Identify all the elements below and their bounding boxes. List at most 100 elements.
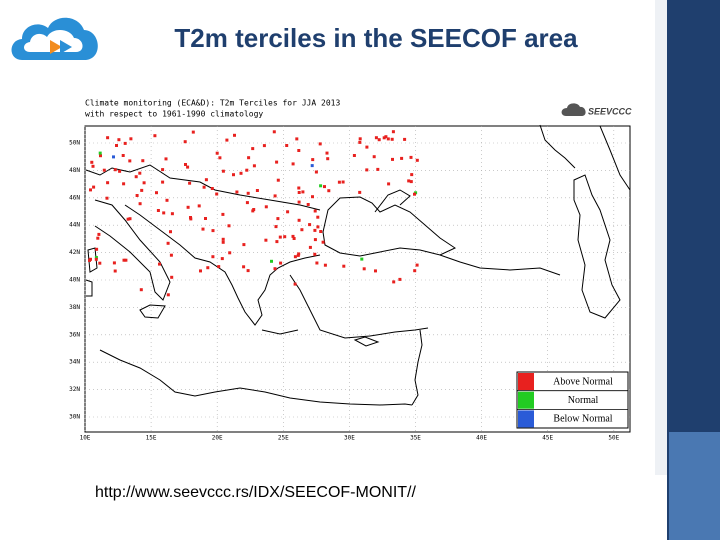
station-dot	[122, 182, 126, 186]
station-dot	[391, 130, 395, 134]
station-dot	[297, 186, 301, 190]
station-dot	[98, 151, 102, 155]
station-dot	[313, 238, 317, 242]
station-dot	[323, 263, 327, 267]
station-dot	[158, 262, 161, 266]
station-dot	[255, 189, 259, 192]
station-dot	[326, 157, 330, 161]
station-dot	[91, 164, 95, 168]
station-dot	[245, 168, 249, 172]
station-dot	[232, 173, 235, 177]
station-dot	[245, 201, 249, 205]
station-dot	[122, 258, 126, 262]
station-dot	[161, 180, 165, 184]
lon-label: 20E	[212, 435, 223, 442]
station-dot	[316, 215, 320, 219]
station-dot	[286, 210, 290, 214]
station-dot	[358, 190, 362, 194]
station-dot	[138, 202, 142, 206]
lon-label: 40E	[476, 435, 487, 442]
station-dot	[274, 225, 278, 229]
lon-label: 35E	[410, 435, 421, 442]
station-dot	[96, 236, 100, 240]
station-dot	[279, 261, 283, 265]
station-dot	[140, 188, 144, 192]
brand-logo: SEEVCCC	[561, 103, 632, 116]
brand: SEEVCCC	[588, 106, 632, 116]
station-dot	[92, 185, 96, 189]
station-dot	[365, 168, 369, 172]
station-dot	[392, 280, 396, 284]
station-dot	[297, 218, 301, 222]
station-dot	[316, 225, 320, 229]
lon-label: 50E	[608, 435, 619, 442]
station-dot	[301, 190, 305, 194]
station-dot	[112, 261, 116, 265]
station-dot	[415, 158, 419, 162]
station-dot	[409, 155, 413, 159]
station-dot	[162, 211, 166, 215]
station-dot	[89, 257, 92, 261]
station-dot	[197, 204, 201, 208]
station-dot	[283, 235, 287, 239]
station-dot	[183, 140, 187, 144]
station-dot	[128, 217, 132, 221]
map-subtitle: with respect to 1961-1990 climatology	[85, 110, 263, 119]
station-dot	[306, 203, 310, 206]
station-dot	[311, 158, 315, 162]
station-dot	[99, 154, 102, 158]
station-dot	[310, 164, 314, 168]
lat-label: 38N	[69, 304, 80, 311]
side-strip	[655, 0, 667, 475]
lon-label: 25E	[278, 435, 289, 442]
station-dot	[97, 232, 101, 236]
station-dot	[387, 182, 391, 186]
station-dot	[98, 261, 102, 265]
station-dot	[297, 191, 301, 194]
station-dot	[201, 227, 205, 231]
station-dot	[398, 277, 402, 281]
station-dot	[314, 170, 318, 174]
station-dot	[358, 140, 362, 144]
station-dot	[228, 251, 232, 255]
station-dot	[252, 164, 256, 168]
station-dot	[227, 224, 231, 228]
station-dot	[352, 154, 356, 157]
legend: Above Normal Normal Below Normal	[516, 371, 629, 429]
station-dot	[384, 135, 388, 139]
station-dot	[156, 209, 160, 212]
station-dot	[337, 180, 341, 184]
lon-label: 15E	[146, 435, 157, 442]
station-dot	[217, 265, 221, 269]
station-dot	[413, 269, 417, 273]
station-dot	[233, 133, 236, 137]
station-dot	[308, 245, 312, 249]
station-dot	[121, 154, 125, 157]
station-dot	[210, 187, 214, 190]
station-dot	[186, 165, 190, 169]
station-dot	[94, 257, 98, 261]
station-dots	[88, 130, 419, 297]
lat-label: 42N	[69, 249, 80, 256]
station-dot	[386, 137, 390, 141]
station-dot	[221, 240, 225, 244]
map-title: Climate monitoring (ECA&D): T2m Terciles…	[85, 99, 340, 108]
station-dot	[372, 155, 376, 159]
station-dot	[123, 141, 127, 145]
station-dot	[191, 130, 195, 134]
station-dot	[220, 257, 224, 261]
legend-swatch	[518, 410, 534, 428]
station-dot	[291, 234, 295, 238]
station-dot	[155, 191, 158, 195]
station-dot	[272, 130, 276, 134]
lat-label: 46N	[69, 194, 80, 201]
station-dot	[297, 149, 301, 152]
station-dot	[129, 137, 133, 141]
lat-label: 30N	[69, 414, 80, 421]
station-dot	[221, 169, 225, 173]
station-dot	[311, 195, 314, 199]
station-dot	[293, 282, 297, 286]
station-dot	[166, 293, 170, 297]
lon-label: 10E	[80, 435, 91, 442]
